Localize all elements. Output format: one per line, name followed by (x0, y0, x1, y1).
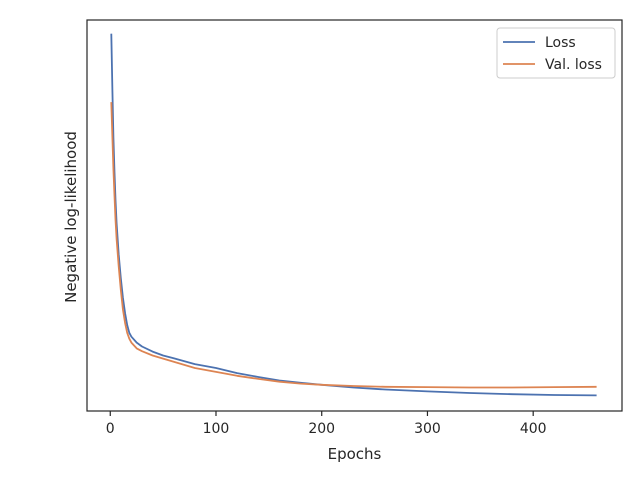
legend-label-loss: Loss (545, 35, 576, 51)
x-axis-label: Epochs (328, 445, 382, 463)
plot-lines (110, 33, 597, 397)
legend: Loss Val. loss (496, 27, 616, 79)
series-line-loss (110, 33, 597, 397)
series-line-val-loss (110, 102, 597, 389)
legend-label-val-loss: Val. loss (545, 57, 602, 73)
plot-area (86, 19, 623, 412)
x-axis: 0 100 200 300 400 (106, 411, 547, 437)
x-tick-label: 100 (203, 421, 230, 437)
x-tick-label: 200 (308, 421, 335, 437)
x-tick-label: 300 (414, 421, 441, 437)
legend-box (496, 27, 616, 79)
x-tick-label: 0 (106, 421, 115, 437)
y-axis-label: Negative log-likelihood (62, 131, 80, 303)
x-tick-label: 400 (520, 421, 547, 437)
